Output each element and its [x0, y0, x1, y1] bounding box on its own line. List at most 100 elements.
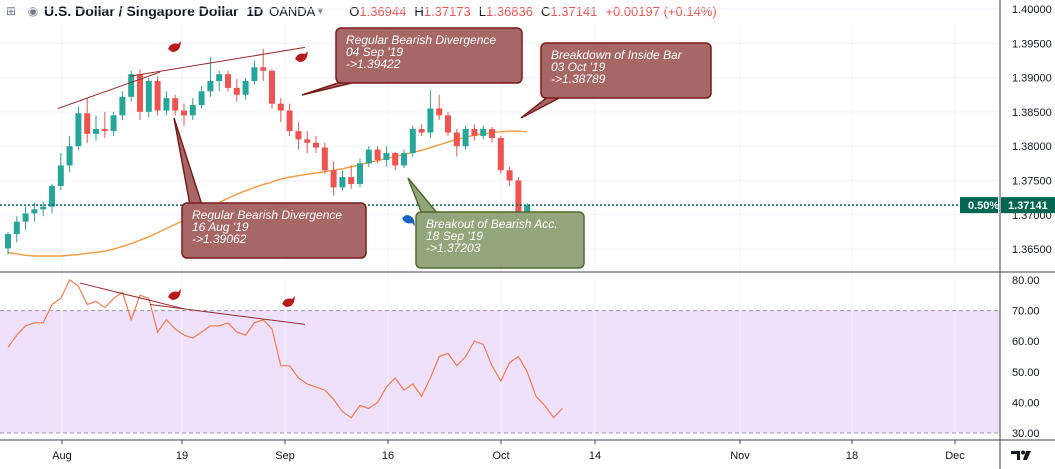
price-tick-label: 1.40000 [1012, 4, 1052, 16]
rsi-tick-label: 70.00 [1012, 306, 1040, 318]
candle-body [383, 153, 390, 160]
price-tick-label: 1.38500 [1012, 107, 1052, 119]
callout-divergence-sep-pointer [301, 80, 361, 96]
candle [277, 98, 284, 123]
candle-body [515, 180, 522, 219]
candle [506, 166, 513, 186]
candle [436, 94, 443, 121]
candle [427, 89, 434, 138]
time-tick-label: Sep [275, 450, 295, 462]
bear-icon [282, 296, 295, 307]
candle [348, 165, 355, 189]
candle-body [286, 110, 293, 132]
broker-label: OANDA [269, 3, 316, 19]
candle-body [357, 163, 363, 184]
callout-breakout-pointer [407, 177, 439, 215]
candle [409, 125, 416, 157]
time-tick-label: 16 [382, 450, 394, 462]
candle [251, 60, 258, 85]
time-tick-label: Oct [492, 450, 509, 462]
candle-body [101, 129, 108, 132]
candle-body [154, 81, 161, 111]
eye-icon[interactable]: ◉ [27, 4, 39, 18]
candle-body [374, 149, 381, 160]
candle-body [277, 103, 284, 111]
close-label: C [541, 3, 551, 19]
candle-body [462, 129, 469, 147]
candle [304, 131, 311, 154]
candle [57, 153, 64, 191]
bull-icon-shape [402, 215, 415, 226]
candle [189, 98, 196, 121]
candle-body [145, 81, 152, 112]
candle [181, 103, 187, 126]
candle [321, 142, 328, 174]
candle-body [163, 98, 170, 111]
candle [207, 57, 214, 97]
candle [383, 146, 390, 167]
bull-icon [402, 215, 415, 226]
expand-icon[interactable]: ⊞ [5, 4, 17, 18]
low-label: L [478, 3, 486, 19]
rsi-tick-label: 60.00 [1012, 336, 1040, 348]
change-tag-box [960, 197, 998, 214]
candle-body [40, 206, 47, 210]
candle [480, 125, 487, 140]
candle [110, 111, 117, 136]
callout-inside-bar-pointer [520, 95, 564, 119]
rsi-tick-label: 50.00 [1012, 367, 1040, 379]
price-tick-label: 1.38000 [1012, 141, 1052, 153]
candle-body [22, 213, 29, 222]
annotation-date: 16 Aug '19 [192, 220, 249, 234]
candle-body [480, 129, 487, 136]
candle [374, 146, 381, 164]
candle [489, 126, 495, 143]
candle [357, 158, 363, 188]
annotation-value: ->1.38789 [551, 72, 606, 86]
candle-body [365, 149, 372, 164]
annotation-date: 03 Oct '19 [551, 60, 606, 74]
time-tick-label: Nov [730, 450, 750, 462]
change-value: +0.00197 (+0.14%) [605, 3, 717, 19]
candle-body [304, 139, 311, 143]
callout-divergence-aug-pointer [173, 117, 203, 206]
candle-body [31, 209, 38, 214]
candle [22, 206, 29, 230]
chevron-down-icon[interactable]: ▼ [315, 5, 326, 17]
high-value: 1.37173 [423, 3, 471, 19]
candle-body [313, 142, 319, 148]
rsi-trendline [79, 282, 186, 310]
candle-body [348, 177, 355, 184]
candle [313, 135, 319, 154]
candle-body [57, 165, 64, 186]
candle-body [137, 74, 143, 112]
candle-body [445, 115, 451, 133]
bear-icon-shape [168, 289, 181, 300]
candle [418, 124, 425, 136]
annotation-value: ->1.39422 [346, 57, 401, 71]
bear-icon-shape [168, 41, 181, 52]
candle [163, 91, 170, 116]
price-tick-label: 1.37500 [1012, 176, 1052, 188]
price-tick-label: 1.36500 [1012, 244, 1052, 256]
candle-body [242, 81, 249, 95]
callout-breakout-box [415, 211, 585, 269]
rsi-trendline [149, 303, 306, 325]
bear-icon [168, 289, 181, 300]
tradingview-logo-icon [1011, 450, 1031, 460]
bear-icon [168, 41, 181, 52]
annotation-value: ->1.37203 [426, 241, 481, 255]
candle-body [260, 67, 267, 71]
rsi-tick-label: 30.00 [1012, 428, 1040, 440]
candle-body [207, 81, 214, 92]
callout-divergence-sep-box [335, 27, 523, 84]
symbol-title[interactable]: U.S. Dollar / Singapore Dollar [44, 3, 239, 19]
candle-body [418, 129, 425, 133]
candle-body [321, 147, 328, 171]
candle [269, 69, 275, 109]
interval-label[interactable]: 1D [246, 3, 264, 19]
candle-body [110, 115, 117, 132]
price-tick-label: 1.39500 [1012, 38, 1052, 50]
candle [119, 91, 126, 121]
